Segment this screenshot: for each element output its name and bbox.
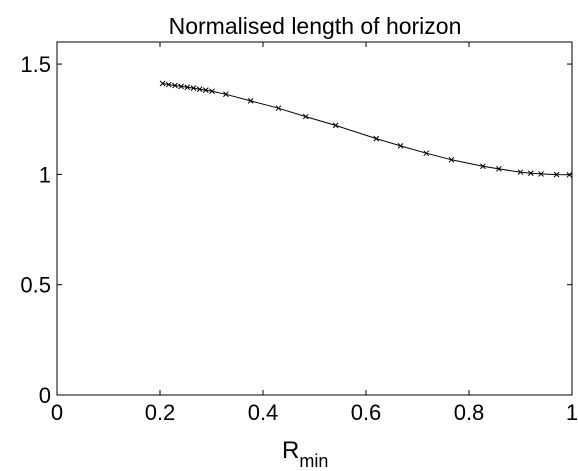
x-axis-label-main: R [282,437,299,464]
y-tick-label: 0.5 [20,273,51,298]
x-tick-label: 1 [566,400,578,425]
x-tick-label: 0 [51,400,63,425]
data-point-marker [209,88,215,95]
data-point-marker [196,86,203,93]
series-group [159,80,573,178]
data-point-marker [527,170,534,177]
data-point-marker [165,81,172,88]
data-point-marker [184,84,191,91]
data-point-marker [373,135,380,142]
data-point-marker [480,163,486,170]
tick-label-group: 0 0.2 0.4 0.6 0.8 1 0 0.5 1 1.5 [20,52,578,425]
data-point-marker [190,85,197,91]
data-point-marker [159,80,166,87]
chart-title: Normalised length of horizon [169,13,462,39]
y-tick-label: 1 [39,162,51,187]
data-point-marker [517,169,524,176]
data-point-marker [202,87,209,93]
x-tick-label: 0.4 [248,400,279,425]
data-point-marker [172,82,178,89]
data-point-marker [553,171,560,178]
data-point-marker [275,105,282,112]
data-point-marker [538,171,544,177]
data-point-marker [397,143,404,149]
y-tick-label: 0 [39,383,51,408]
plot-area [56,41,573,396]
x-axis-label-subscript: min [299,451,328,471]
data-point-marker [332,122,339,129]
data-point-marker [302,113,309,120]
data-point-marker [247,98,254,104]
x-tick-label: 0.2 [145,400,176,425]
data-point-marker [566,171,573,178]
data-point-marker [423,150,430,157]
x-tick-label: 0.8 [454,400,485,425]
data-point-marker [223,91,229,98]
y-tick-label: 1.5 [20,52,51,77]
data-point-marker [178,83,184,90]
data-point-marker [496,166,502,172]
data-point-marker [448,156,455,163]
x-tick-label: 0.6 [351,400,382,425]
x-axis-label: Rmin [282,437,328,471]
